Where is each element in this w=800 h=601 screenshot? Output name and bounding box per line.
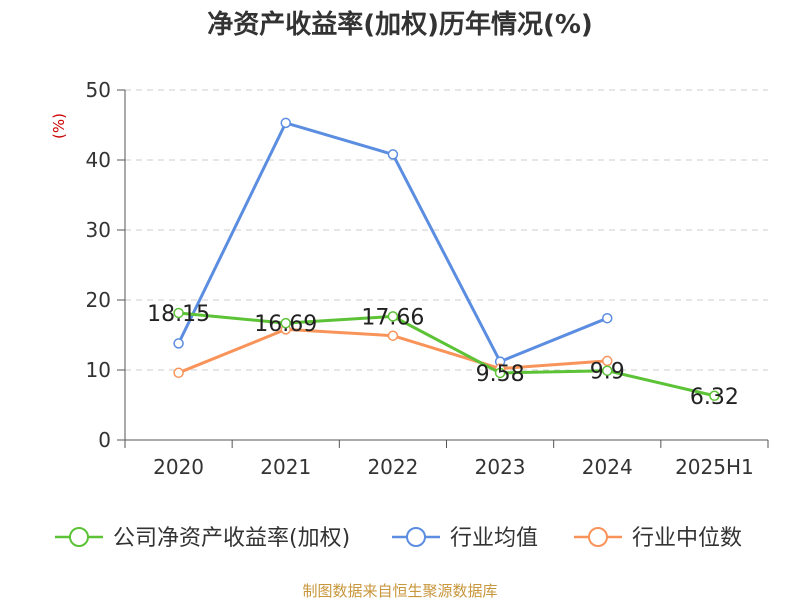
- data-point: [602, 365, 613, 376]
- data-point: [387, 149, 399, 160]
- data-point: [280, 317, 291, 329]
- data-label: 17.66: [361, 305, 424, 330]
- data-point: [387, 330, 399, 341]
- legend-swatch-marker: [69, 527, 89, 547]
- legend-label: 公司净资产收益率(加权): [113, 526, 350, 551]
- data-source-note: 制图数据来自恒生聚源数据库: [302, 582, 498, 600]
- y-tick-label: 0: [98, 428, 111, 452]
- x-tick-label: 2025H1: [675, 455, 754, 479]
- data-point: [602, 312, 613, 324]
- data-label: 16.69: [254, 312, 317, 337]
- legend-label: 行业均值: [450, 526, 538, 551]
- y-axis-unit-label: (%): [50, 113, 68, 139]
- data-label: 9.58: [476, 362, 525, 387]
- x-tick-label: 2024: [582, 455, 633, 479]
- data-label: 9.9: [590, 360, 625, 385]
- x-tick-label: 2020: [153, 455, 204, 479]
- data-point: [387, 311, 399, 322]
- y-tick-label: 40: [86, 148, 111, 172]
- x-tick-label: 2021: [260, 455, 311, 479]
- data-point: [173, 367, 184, 379]
- y-tick-label: 50: [86, 78, 111, 102]
- x-tick-label: 2022: [367, 455, 418, 479]
- y-tick-label: 20: [86, 288, 111, 312]
- y-tick-label: 10: [86, 358, 111, 382]
- data-point: [280, 117, 291, 129]
- legend-swatch-marker: [588, 527, 608, 547]
- data-point: [494, 367, 506, 379]
- legend-swatch-marker: [406, 527, 426, 547]
- y-tick-label: 30: [86, 218, 111, 242]
- data-point: [173, 307, 184, 319]
- data-point: [602, 355, 613, 367]
- series-line: [178, 311, 715, 398]
- data-label: 6.32: [690, 385, 739, 410]
- chart-title: 净资产收益率(加权)历年情况(%): [207, 10, 593, 40]
- data-label: 18.15: [147, 302, 210, 327]
- data-point: [709, 390, 720, 402]
- data-point: [173, 338, 184, 349]
- x-tick-label: 2023: [475, 455, 526, 479]
- legend-label: 行业中位数: [632, 526, 742, 551]
